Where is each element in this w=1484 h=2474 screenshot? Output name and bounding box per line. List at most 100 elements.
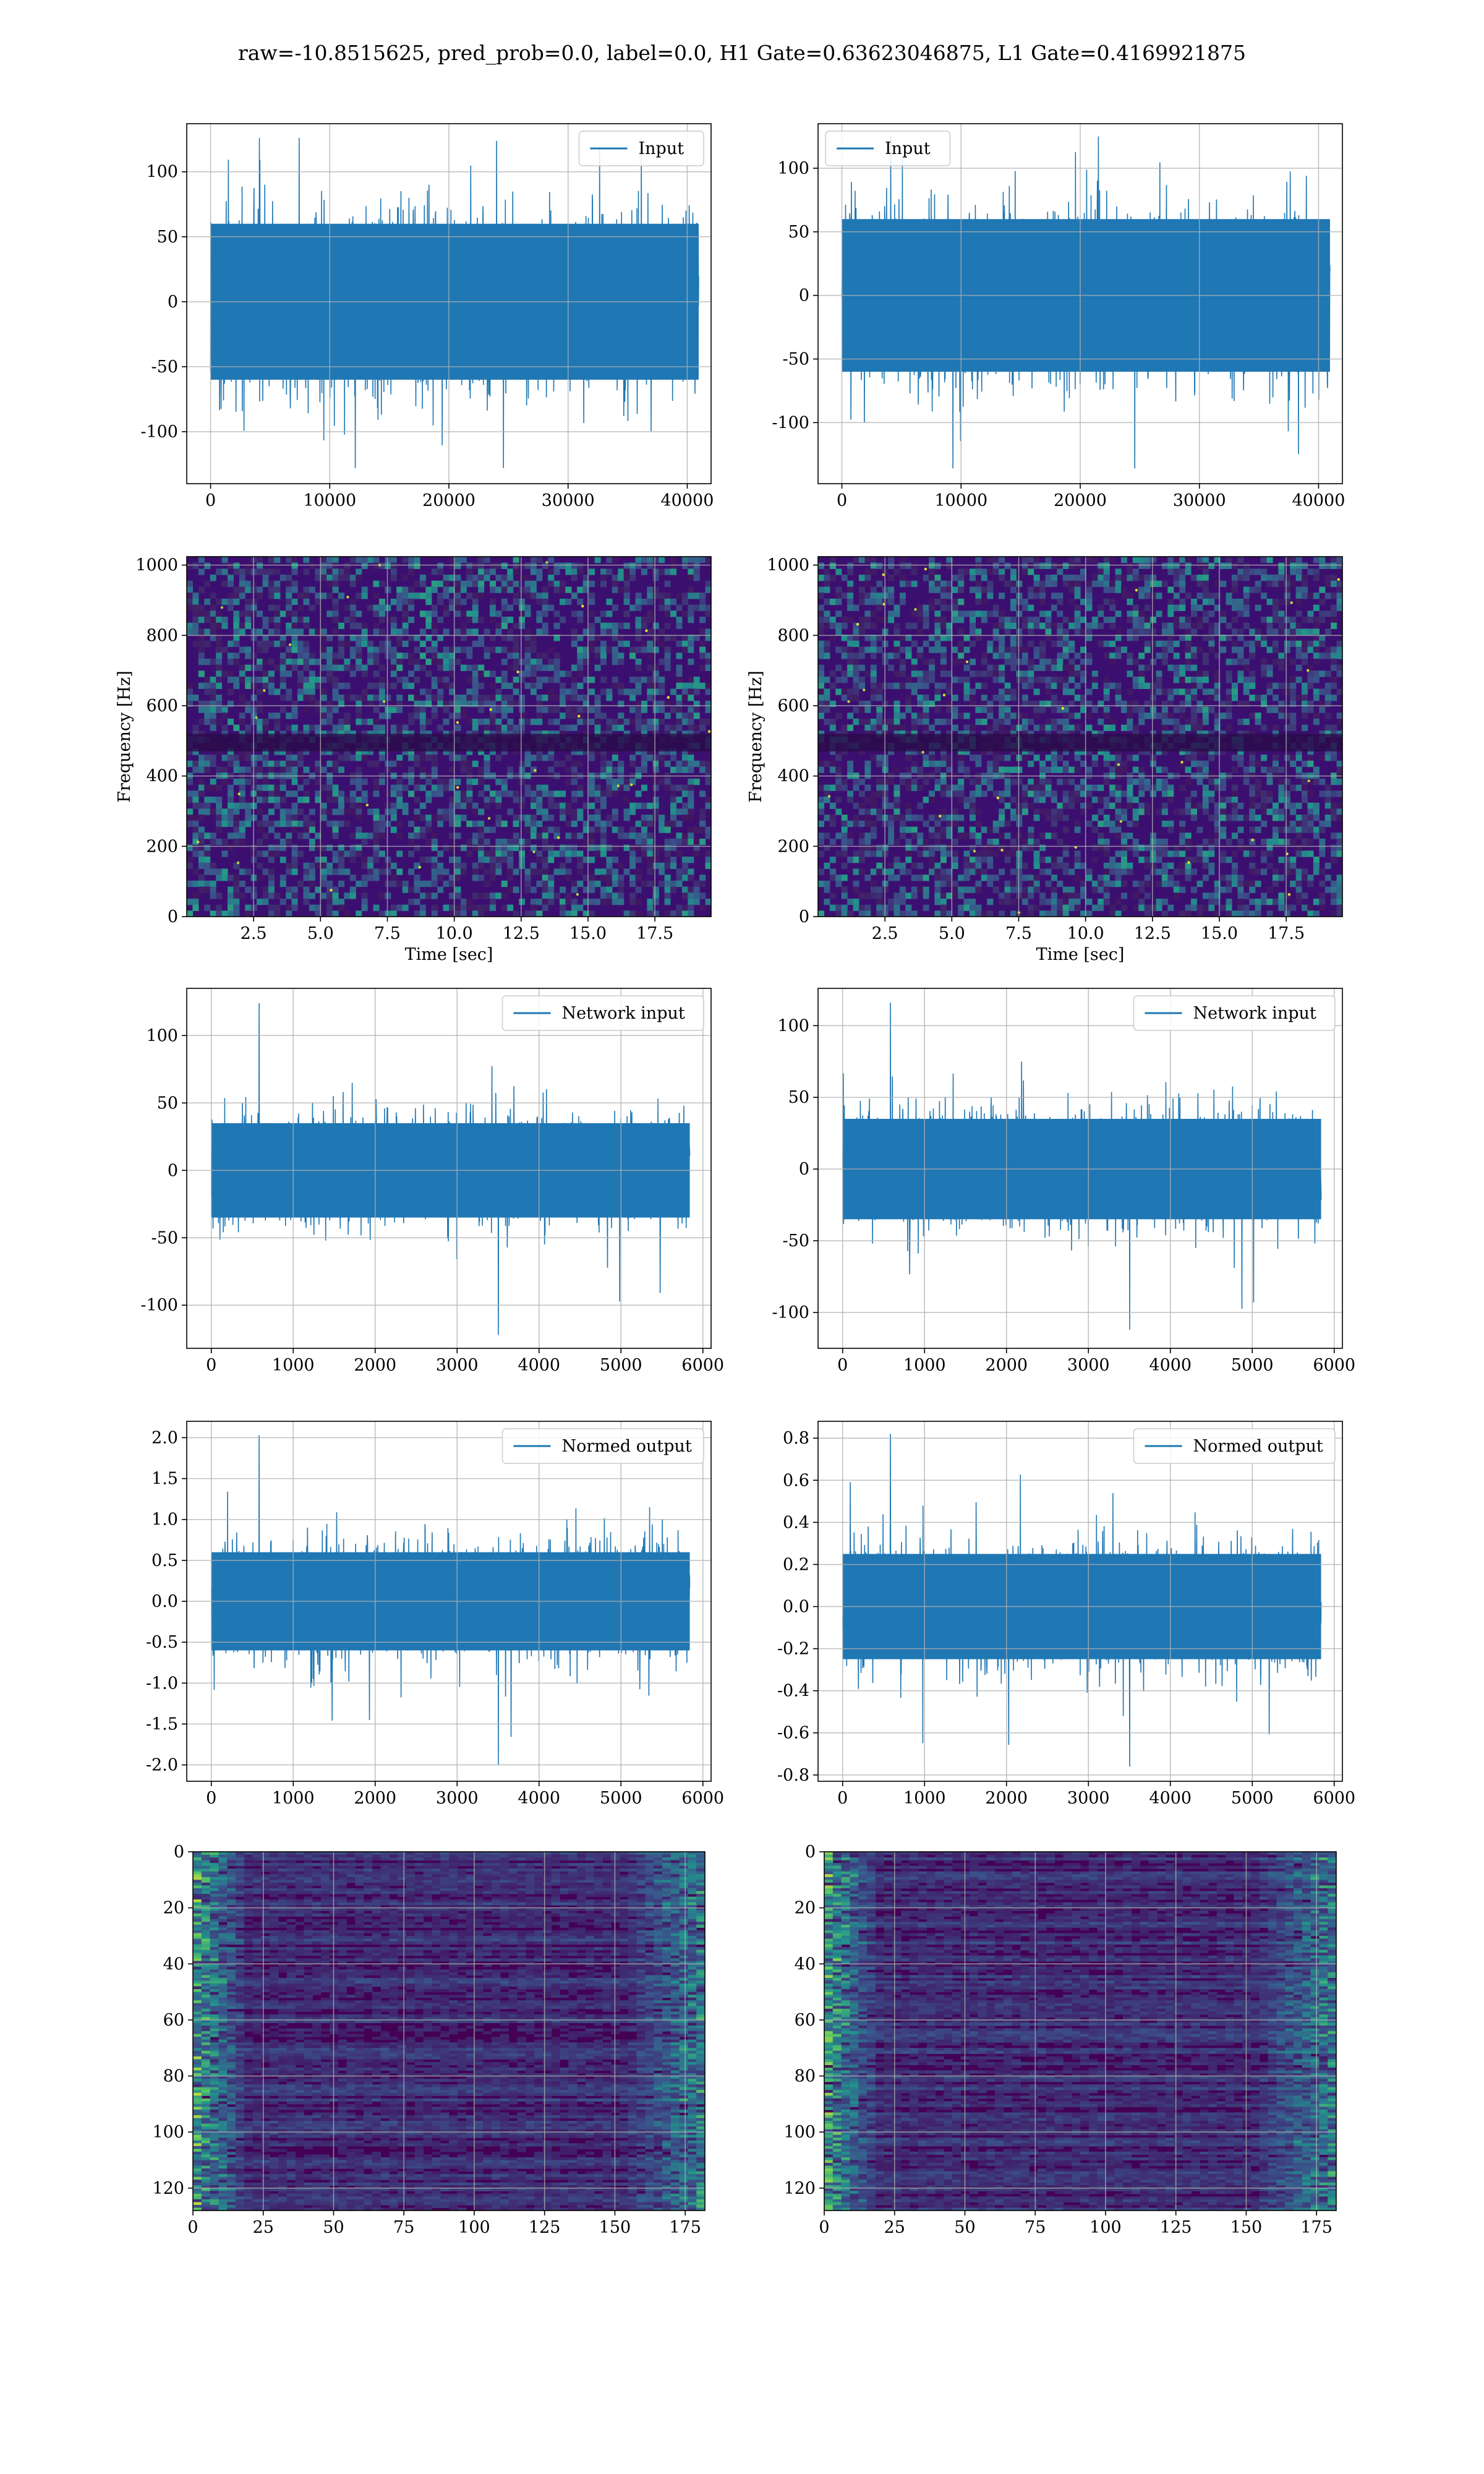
feature-map-right-frame [824,1851,1337,2211]
feature-map-left-y-tick-label: 0 [174,1843,184,1862]
normed-output-right-plot-area [842,1434,1322,1767]
network-input-left-y-tick-label: 50 [157,1094,178,1113]
normed-output-left: 0 1000 2000 3000 4000 5000 6000 -2.0 -1.5 -1.0 -0.… [146,1421,724,1808]
normed-output-left-y-tick-label: 0.0 [151,1592,178,1611]
input-left-y-tick-label: 100 [146,163,178,182]
network-input-right-x-tick-label: 4000 [1149,1356,1192,1375]
normed-output-right: 0 1000 2000 3000 4000 5000 6000 -0.8 -0.6 -0.4 -0.… [777,1421,1355,1808]
network-input-left-x-tick-label: 2000 [354,1356,396,1375]
network-input-right-plot-area [842,1003,1322,1330]
network-input-left-x-tick-label: 5000 [600,1356,642,1375]
input-left-grid [187,124,711,484]
network-input-right-x-tick-label: 2000 [985,1356,1028,1375]
feature-map-right-x-tick-label: 25 [884,2218,905,2237]
network-input-left-frame [186,988,712,1349]
network-input-right-y-tick-label: 0 [799,1160,809,1179]
spectrogram-left-frame [186,556,712,917]
normed-output-right-x-tick-label: 5000 [1231,1789,1274,1808]
input-right-x-tick-label: 10000 [934,491,987,510]
feature-map-right-x-tick-label: 75 [1025,2218,1046,2237]
feature-map-left-x-tick-label: 50 [323,2218,344,2237]
network-input-left-plot-area [211,1003,691,1335]
network-input-left-x-tick-label: 3000 [436,1356,479,1375]
spectrogram-left-x-tick-label: 10.0 [436,924,473,943]
normed-output-right-y-tick-label: -0.6 [777,1724,809,1743]
spectrogram-left-x-tick-label: 12.5 [503,924,540,943]
spectrogram-right-frame [817,556,1343,917]
network-input-right-x-tick-label: 3000 [1067,1356,1110,1375]
normed-output-left-plot-area [211,1435,691,1765]
spectrogram-right-y-tick-label: 400 [777,767,809,786]
spectrogram-left-x-tick-label: 2.5 [241,924,267,943]
input-left: 0 10000 20000 30000 40000 -100 -50 0 50 100 Input [140,123,714,510]
feature-map-left: 0 25 50 75 100 125 150 175 0 20 40 60 80 100 120 [152,1843,706,2237]
normed-output-left-y-tick-label: 2.0 [151,1428,178,1447]
input-right-y-tick-label: -100 [772,413,809,432]
feature-map-left-x-tick-label: 175 [669,2218,701,2237]
spectrogram-right: 2.5 5.0 7.5 10.0 12.5 15.0 17.5 0 200 400 600 800 10… [746,556,1343,964]
input-left-y-tick-label: -50 [151,357,178,377]
feature-map-right-x-tick-label: 125 [1160,2218,1192,2237]
spectrogram-left-plot-area [187,557,711,917]
feature-map-left-y-tick-label: 20 [163,1899,184,1918]
spectrogram-right-x-tick-label: 7.5 [1005,924,1032,943]
network-input-right-x-tick-label: 1000 [903,1356,946,1375]
input-left-y-tick-label: 50 [157,228,178,247]
normed-output-left-y-tick-label: -1.5 [146,1714,178,1734]
normed-output-left-x-tick-label: 6000 [681,1789,724,1808]
normed-output-right-y-tick-label: 0.2 [783,1555,809,1574]
spectrogram-left-y-tick-label: 600 [146,696,178,716]
spectrogram-left-y-axis-label: Frequency [Hz] [115,670,134,802]
network-input-left-y-tick-label: -50 [151,1228,178,1248]
input-left-legend-label: Input [639,139,684,158]
feature-map-right-x-tick-label: 175 [1300,2218,1333,2237]
input-left-legend: Input [578,131,704,166]
input-left-x-tick-label: 40000 [661,491,714,510]
normed-output-right-legend: Normed output [1133,1428,1336,1464]
normed-output-right-x-tick-label: 2000 [985,1789,1028,1808]
spectrogram-left-y-tick-label: 800 [146,626,178,645]
spectrogram-left-y-tick-label: 1000 [135,556,178,575]
normed-output-right-x-tick-label: 6000 [1313,1789,1355,1808]
spectrogram-left-y-tick-label: 400 [146,767,178,786]
feature-map-right-y-tick-label: 20 [795,1899,816,1918]
input-left-x-tick-label: 30000 [542,491,595,510]
network-input-left-x-tick-label: 1000 [272,1356,315,1375]
normed-output-left-legend: Normed output [501,1428,704,1464]
normed-output-left-y-tick-label: -2.0 [146,1756,178,1775]
network-input-left-legend: Network input [501,995,704,1031]
normed-output-left-x-tick-label: 5000 [600,1789,642,1808]
input-right-x-tick-label: 20000 [1054,491,1107,510]
input-right-x-tick-label: 40000 [1292,491,1345,510]
input-left-plot-area [210,138,699,468]
network-input-left-x-tick-label: 6000 [681,1356,724,1375]
feature-map-right-x-tick-label: 0 [819,2218,829,2237]
normed-output-left-x-tick-label: 0 [206,1789,216,1808]
input-right-plot-area [841,136,1331,469]
network-input-right-legend-label: Network input [1193,1004,1316,1023]
spectrogram-right-x-tick-label: 12.5 [1134,924,1171,943]
feature-map-left-x-tick-label: 150 [599,2218,631,2237]
network-input-left-x-tick-label: 0 [206,1356,216,1375]
normed-output-right-x-tick-label: 3000 [1067,1789,1110,1808]
normed-output-left-legend-label: Normed output [562,1437,692,1456]
network-input-right-y-tick-label: 50 [788,1088,809,1107]
network-input-right-y-tick-label: 100 [777,1016,809,1035]
normed-output-right-y-tick-label: 0.4 [783,1513,809,1532]
network-input-left-x-tick-label: 4000 [518,1356,560,1375]
normed-output-left-grid [187,1421,711,1781]
normed-output-right-legend-label: Normed output [1193,1437,1323,1456]
spectrogram-left-x-tick-label: 17.5 [636,924,673,943]
feature-map-left-x-tick-label: 25 [253,2218,274,2237]
network-input-left-y-tick-label: 0 [168,1161,178,1180]
normed-output-right-y-tick-label: -0.8 [777,1766,809,1785]
normed-output-right-y-tick-label: 0.6 [783,1471,809,1490]
normed-output-left-y-tick-label: -0.5 [146,1633,178,1652]
spectrogram-right-y-tick-label: 600 [777,696,809,716]
network-input-right-y-tick-label: -50 [783,1231,809,1251]
spectrogram-right-y-tick-label: 1000 [767,556,809,575]
network-input-left: 0 1000 2000 3000 4000 5000 6000 -100 -50 0 50 100 Ne… [140,988,724,1375]
spectrogram-right-plot-area [818,557,1342,917]
spectrogram-right-x-axis-label: Time [sec] [1036,945,1125,964]
